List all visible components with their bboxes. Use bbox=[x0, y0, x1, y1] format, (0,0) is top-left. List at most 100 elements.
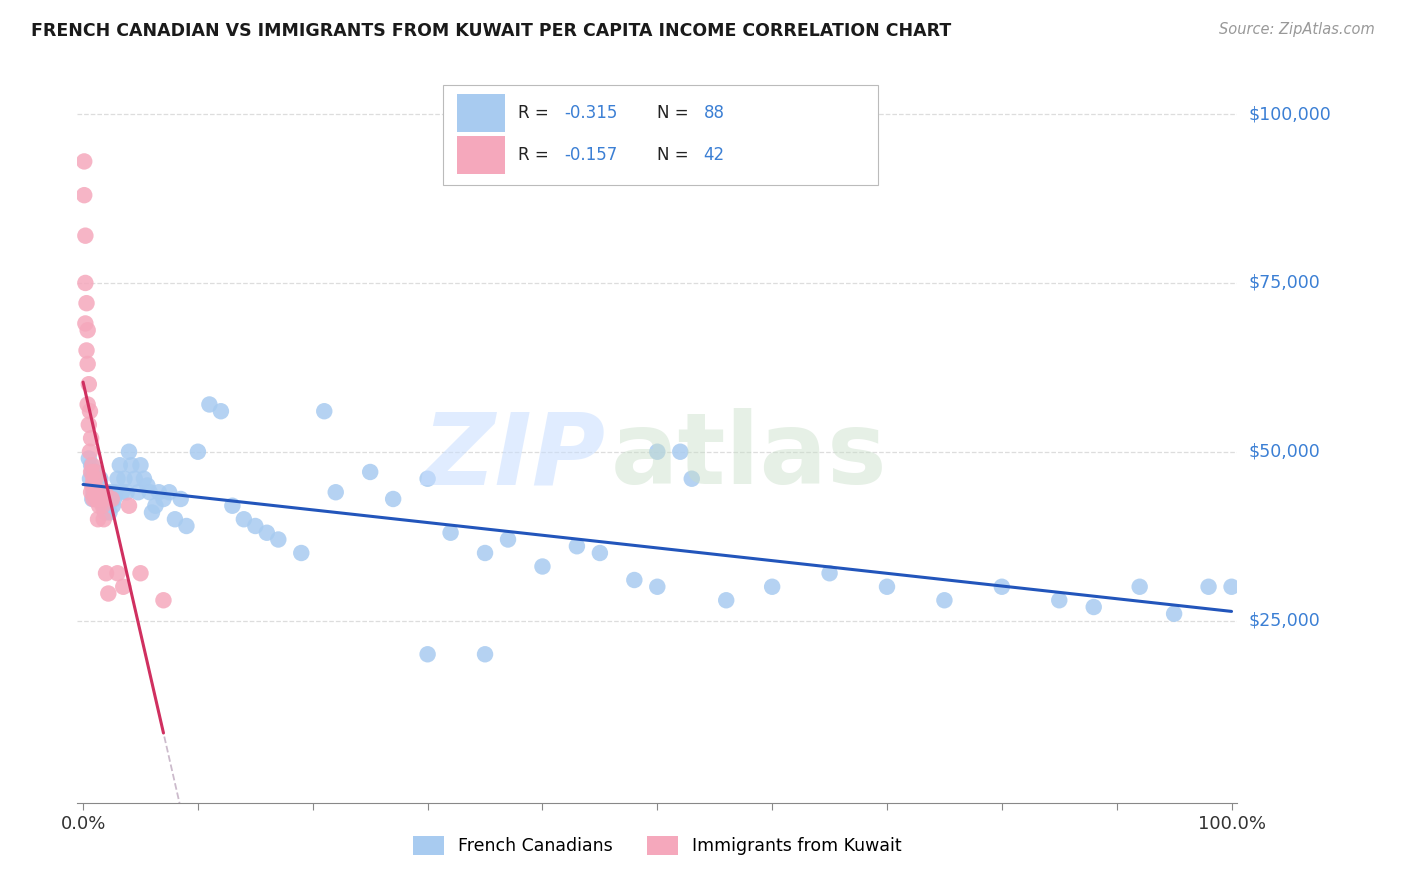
Point bbox=[97, 586, 120, 600]
Point bbox=[101, 499, 124, 513]
Point bbox=[77, 377, 100, 392]
Point bbox=[89, 491, 111, 506]
Point bbox=[176, 519, 198, 533]
FancyBboxPatch shape bbox=[443, 86, 877, 185]
Point bbox=[107, 566, 129, 581]
Point bbox=[112, 580, 135, 594]
Point bbox=[1163, 607, 1185, 621]
Point bbox=[359, 465, 381, 479]
Point bbox=[84, 491, 107, 506]
Point bbox=[934, 593, 956, 607]
Point bbox=[103, 491, 125, 506]
Point bbox=[73, 154, 96, 169]
Point bbox=[111, 485, 134, 500]
Point bbox=[93, 512, 115, 526]
Point bbox=[876, 580, 898, 594]
Point bbox=[94, 491, 117, 506]
Point bbox=[80, 485, 103, 500]
Point bbox=[86, 478, 108, 492]
Point bbox=[76, 323, 98, 337]
Point bbox=[89, 499, 111, 513]
Point bbox=[589, 546, 612, 560]
Point bbox=[84, 472, 107, 486]
Point bbox=[245, 519, 267, 533]
Point bbox=[531, 559, 554, 574]
Point bbox=[198, 397, 221, 411]
Text: -0.157: -0.157 bbox=[565, 146, 617, 164]
Legend: French Canadians, Immigrants from Kuwait: French Canadians, Immigrants from Kuwait bbox=[404, 828, 911, 864]
Point bbox=[716, 593, 738, 607]
Point bbox=[82, 491, 104, 506]
Point bbox=[129, 566, 152, 581]
Point bbox=[157, 485, 180, 500]
Point bbox=[152, 491, 174, 506]
Point bbox=[118, 444, 141, 458]
Point bbox=[84, 465, 107, 479]
Text: $75,000: $75,000 bbox=[1249, 274, 1320, 292]
Point bbox=[163, 512, 186, 526]
Text: R =: R = bbox=[517, 104, 554, 122]
Point bbox=[1047, 593, 1070, 607]
Point bbox=[91, 499, 114, 513]
Point bbox=[416, 472, 439, 486]
Point bbox=[89, 485, 111, 500]
Point bbox=[112, 472, 135, 486]
Point bbox=[86, 485, 108, 500]
Text: atlas: atlas bbox=[612, 409, 887, 506]
Point bbox=[79, 472, 101, 486]
Point bbox=[97, 491, 120, 506]
Point bbox=[145, 499, 167, 513]
Point bbox=[129, 458, 152, 473]
Point bbox=[82, 465, 104, 479]
Point bbox=[75, 276, 97, 290]
Point bbox=[115, 485, 138, 500]
Point bbox=[647, 580, 669, 594]
Point bbox=[101, 485, 124, 500]
Text: 42: 42 bbox=[704, 146, 725, 164]
Point bbox=[138, 485, 160, 500]
Point bbox=[1129, 580, 1152, 594]
Point bbox=[76, 397, 98, 411]
Point bbox=[82, 485, 104, 500]
Text: N =: N = bbox=[658, 146, 695, 164]
Point bbox=[94, 566, 117, 581]
Point bbox=[1220, 580, 1243, 594]
Point bbox=[87, 491, 110, 506]
Point bbox=[141, 506, 163, 520]
Point bbox=[76, 296, 98, 310]
Point bbox=[83, 472, 105, 486]
Point bbox=[761, 580, 783, 594]
Point bbox=[232, 512, 254, 526]
Point bbox=[267, 533, 290, 547]
Point bbox=[98, 506, 121, 520]
Point bbox=[1083, 600, 1105, 615]
Point bbox=[221, 499, 243, 513]
Point bbox=[93, 499, 115, 513]
Point bbox=[132, 472, 155, 486]
Point bbox=[77, 451, 100, 466]
Point bbox=[647, 444, 669, 458]
Point bbox=[89, 472, 111, 486]
Point bbox=[104, 485, 127, 500]
Point bbox=[82, 491, 104, 506]
Point bbox=[91, 485, 114, 500]
Point bbox=[496, 533, 519, 547]
Text: $25,000: $25,000 bbox=[1249, 612, 1320, 630]
Point bbox=[101, 491, 124, 506]
Point bbox=[108, 458, 131, 473]
Text: $50,000: $50,000 bbox=[1249, 442, 1320, 461]
Point bbox=[681, 472, 703, 486]
Point bbox=[325, 485, 347, 500]
Text: -0.315: -0.315 bbox=[565, 104, 617, 122]
Point bbox=[94, 485, 117, 500]
Text: FRENCH CANADIAN VS IMMIGRANTS FROM KUWAIT PER CAPITA INCOME CORRELATION CHART: FRENCH CANADIAN VS IMMIGRANTS FROM KUWAI… bbox=[31, 22, 952, 40]
Point bbox=[1198, 580, 1220, 594]
Point bbox=[669, 444, 692, 458]
Point bbox=[209, 404, 232, 418]
Text: ZIP: ZIP bbox=[422, 409, 605, 506]
Point bbox=[118, 499, 141, 513]
Point bbox=[100, 491, 122, 506]
Point bbox=[80, 458, 103, 473]
Point bbox=[314, 404, 336, 418]
FancyBboxPatch shape bbox=[457, 95, 505, 132]
